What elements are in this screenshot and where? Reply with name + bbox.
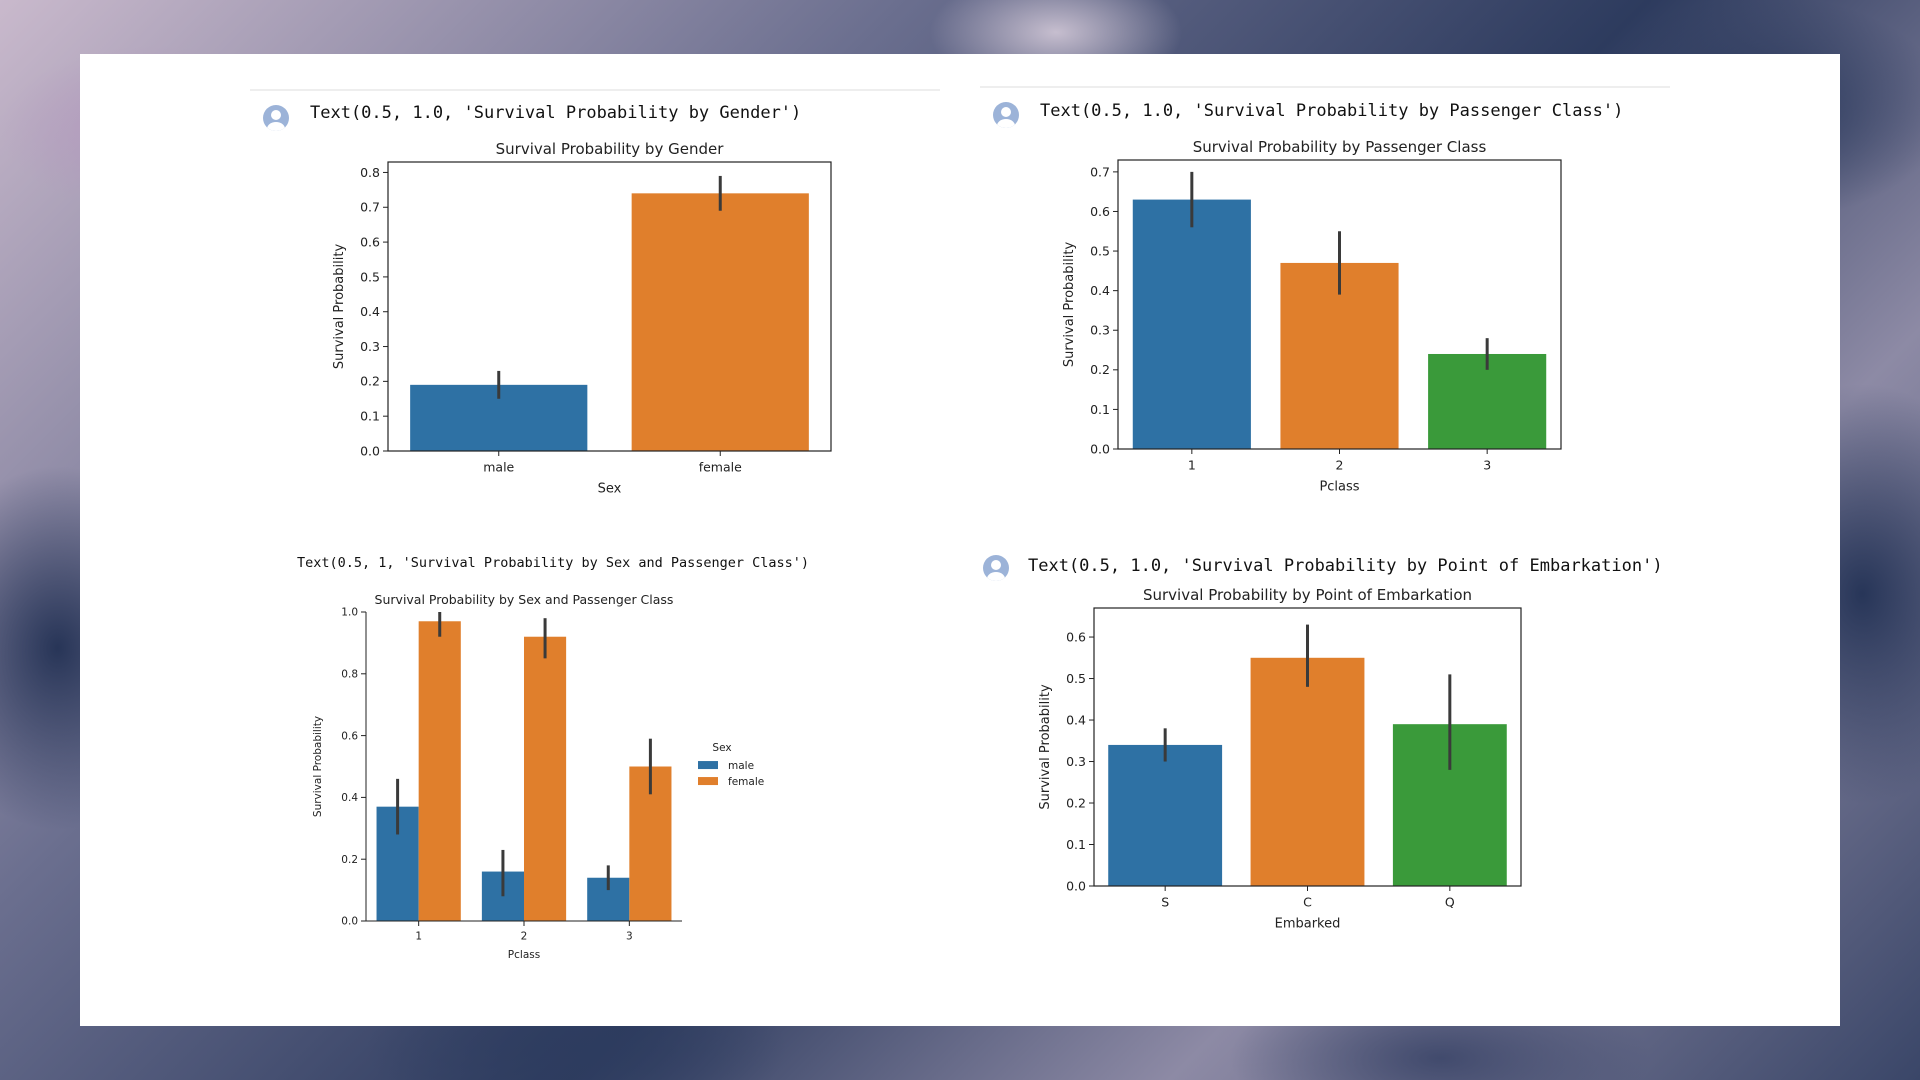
output-text-embarked: Text(0.5, 1.0, 'Survival Probability by … (1028, 556, 1663, 576)
cell-divider (980, 86, 1670, 88)
y-tick-label: 0.4 (360, 304, 380, 319)
y-axis-label: Survival Probability (332, 244, 347, 370)
y-tick-label: 0.1 (1090, 402, 1110, 417)
x-tick-label: male (483, 460, 514, 475)
chart-title: Survival Probability by Passenger Class (1193, 138, 1487, 156)
y-tick-label: 0.6 (360, 234, 380, 249)
x-tick-label: S (1161, 895, 1169, 910)
y-tick-label: 0.4 (341, 792, 358, 804)
y-tick-label: 0.0 (1066, 878, 1086, 893)
cell-divider (250, 89, 940, 91)
legend-label: female (728, 776, 764, 788)
chart-title: Survival Probability by Point of Embarka… (1143, 586, 1472, 604)
bar (1108, 744, 1223, 886)
y-tick-label: 0.0 (1090, 441, 1110, 456)
y-tick-label: 0.1 (1066, 837, 1086, 852)
bar (1250, 657, 1365, 886)
y-tick-label: 0.2 (341, 854, 358, 866)
y-axis-label: Survival Probability (1062, 242, 1077, 368)
output-text-pclass: Text(0.5, 1.0, 'Survival Probability by … (1040, 101, 1624, 121)
y-tick-label: 0.0 (360, 443, 380, 458)
chart-title: Survival Probability by Gender (496, 140, 725, 158)
y-tick-label: 0.8 (341, 668, 358, 680)
legend-label: male (728, 760, 754, 772)
x-tick-label: 1 (1188, 458, 1196, 473)
y-tick-label: 0.5 (360, 269, 380, 284)
x-tick-label: 3 (1483, 458, 1491, 473)
y-tick-label: 0.3 (360, 339, 380, 354)
x-tick-label: 2 (521, 931, 528, 943)
y-tick-label: 0.6 (341, 730, 358, 742)
y-tick-label: 0.2 (360, 374, 380, 389)
x-axis-label: Sex (598, 482, 622, 497)
x-tick-label: C (1303, 895, 1312, 910)
chart-pclass: Survival Probability by Passenger Class 0… (1062, 138, 1562, 495)
bar (524, 636, 567, 921)
y-axis-label: Survival Probability (312, 716, 324, 817)
user-avatar-icon (983, 555, 1009, 581)
x-tick-label: 3 (626, 931, 633, 943)
legend-swatch (698, 777, 718, 786)
y-tick-label: 1.0 (341, 607, 358, 619)
plot-frame (1117, 159, 1562, 450)
y-tick-label: 0.1 (360, 409, 380, 424)
y-axis-label: Survival Probability (1038, 684, 1053, 810)
y-tick-label: 0.7 (360, 200, 380, 215)
legend-title: Sex (712, 742, 731, 754)
output-text-sex-pclass: Text(0.5, 1, 'Survival Probability by Se… (297, 555, 810, 571)
x-axis-label: Pclass (508, 949, 540, 961)
plot-frame (1093, 607, 1522, 887)
y-tick-label: 0.6 (1066, 629, 1086, 644)
y-tick-label: 0.3 (1090, 323, 1110, 338)
notebook-panel: Text(0.5, 1.0, 'Survival Probability by … (80, 54, 1840, 1026)
plot-frame (387, 161, 832, 452)
bar (1132, 199, 1251, 449)
x-axis-label: Pclass (1319, 480, 1359, 495)
y-tick-label: 0.7 (1090, 164, 1110, 179)
legend-swatch (698, 761, 718, 770)
y-tick-label: 0.2 (1066, 795, 1086, 810)
x-tick-label: 1 (415, 931, 422, 943)
chart-embarked: Survival Probability by Point of Embarka… (1038, 586, 1522, 932)
y-tick-label: 0.5 (1066, 671, 1086, 686)
chart-gender: Survival Probability by Gender 0.0 0.1 0.2 0… (332, 140, 832, 497)
y-tick-label: 0.4 (1090, 283, 1110, 298)
y-tick-label: 0.5 (1090, 243, 1110, 258)
bar (418, 621, 461, 921)
x-tick-label: Q (1445, 895, 1455, 910)
y-tick-label: 0.3 (1066, 754, 1086, 769)
x-tick-label: female (699, 460, 742, 475)
x-axis-label: Embarked (1275, 917, 1341, 932)
user-avatar-icon (993, 102, 1019, 128)
y-tick-label: 0.0 (341, 916, 358, 928)
output-text-gender: Text(0.5, 1.0, 'Survival Probability by … (310, 103, 802, 123)
chart-sex-pclass: Survival Probability by Sex and Passenge… (312, 592, 764, 961)
bar (631, 193, 809, 451)
y-tick-label: 0.6 (1090, 204, 1110, 219)
y-tick-label: 0.8 (360, 165, 380, 180)
chart-title: Survival Probability by Sex and Passenge… (375, 592, 674, 607)
x-tick-label: 2 (1336, 458, 1344, 473)
user-avatar-icon (263, 105, 289, 131)
y-tick-label: 0.2 (1090, 362, 1110, 377)
y-tick-label: 0.4 (1066, 712, 1086, 727)
